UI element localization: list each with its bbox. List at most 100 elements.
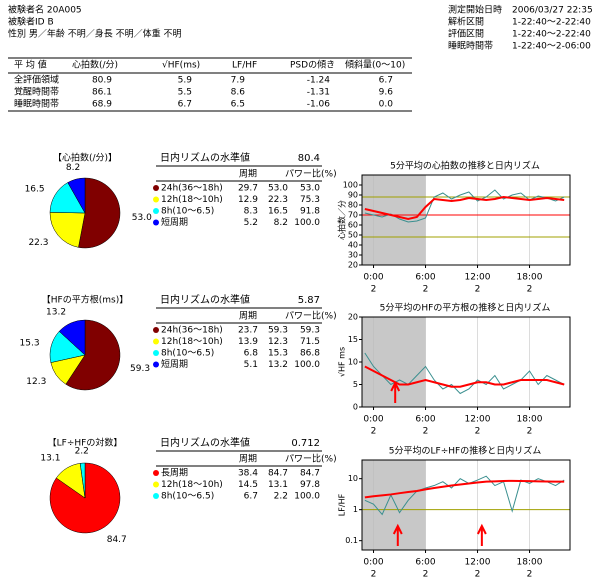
text: 24h(36～18h) (161, 184, 223, 194)
text: 心拍数(/分) (72, 59, 118, 71)
text: 0.0 (379, 100, 394, 110)
text: 15.3 (268, 349, 288, 359)
text: 6:00 (415, 558, 435, 568)
text: LF/HF (232, 61, 257, 71)
text: 50 (348, 231, 358, 240)
text: 【HFの平方根(ms)】 (42, 294, 128, 306)
text: 91.8 (300, 207, 320, 217)
text: 13.9 (238, 337, 258, 347)
text: -1.06 (307, 100, 331, 110)
text: 100.0 (294, 360, 320, 370)
text: 2 (371, 570, 377, 579)
text: 97.8 (300, 480, 320, 490)
text: 53.0 (268, 184, 288, 194)
text: 6:00 (415, 273, 435, 283)
text: 100.0 (294, 218, 320, 228)
text: 24h(36～18h) (161, 326, 223, 336)
text: 2 (475, 285, 481, 295)
text: 84.7 (107, 535, 127, 545)
text: 1-22:40～2-06:00 (512, 42, 591, 52)
text: 20 (348, 261, 358, 270)
data-line (364, 352, 565, 395)
text: 2 (475, 570, 481, 579)
bullet (153, 470, 159, 476)
sleep-shade (362, 317, 426, 407)
text: 傾斜量(0～10) (345, 59, 405, 71)
text: 5分平均のLF÷HFの推移と日内リズム (389, 445, 541, 457)
text: 13.1 (40, 453, 60, 463)
plot-frame (361, 174, 571, 266)
text: 5.87 (298, 295, 320, 306)
text: 16.5 (268, 207, 288, 217)
text: 5分平均のHFの平方根の推移と日内リズム (380, 302, 551, 314)
text: 12h(18～10h) (161, 480, 223, 490)
text: 80.4 (298, 153, 320, 164)
text: 8.3 (244, 207, 258, 217)
pie-slice (78, 177, 121, 249)
text: 84.7 (268, 469, 288, 479)
bullet (153, 219, 159, 226)
text: 解析区間 (448, 16, 484, 28)
bullet (153, 361, 159, 368)
text: 68.9 (92, 100, 112, 110)
arrow (392, 523, 403, 546)
text: 被験者ID B (8, 16, 54, 28)
text: 8h(10～6.5) (161, 207, 214, 217)
text: √HF(ms) (162, 60, 200, 71)
text: 2 (423, 427, 429, 437)
text: 16.5 (25, 184, 45, 194)
text: 5.2 (244, 218, 258, 228)
text: 23.7 (238, 326, 258, 336)
text: 12.3 (26, 377, 46, 387)
text: 2 (371, 285, 377, 295)
text: 53.0 (300, 184, 320, 194)
pie-slice (58, 319, 86, 356)
text: 評価区間 (448, 28, 484, 40)
text: 13.1 (268, 480, 288, 490)
text: 1 (353, 505, 358, 514)
text: 14.5 (238, 480, 258, 490)
text: 性別 男／年齢 不明／身長 不明／体重 不明 (8, 28, 181, 40)
text: 2.2 (274, 492, 288, 502)
text: 日内リズムの水準値 (160, 436, 250, 449)
text: 日内リズムの水準値 (160, 293, 250, 306)
text: 22.3 (268, 195, 288, 205)
text: 71.5 (300, 337, 320, 347)
text: パワー比(%) (285, 453, 337, 465)
text: 12h(18～10h) (161, 195, 223, 205)
bullet (153, 350, 159, 356)
text: 13.2 (46, 307, 66, 317)
text: 8.2 (274, 218, 288, 228)
text: 8h(10～6.5) (161, 349, 214, 359)
text: 13.2 (268, 360, 288, 370)
text: 8.2 (66, 163, 80, 173)
text: 短周期 (161, 216, 188, 228)
text: LF/HF (338, 493, 347, 516)
text: 2 (423, 570, 429, 579)
text: 睡眠時間帯 (448, 40, 493, 52)
text: 8h(10～6.5) (161, 492, 214, 502)
sleep-shade (362, 175, 426, 265)
text: 75.3 (300, 195, 320, 205)
text: 59.3 (300, 326, 320, 336)
text: 短周期 (161, 358, 188, 370)
text: 全評価領域 (14, 74, 59, 86)
text: 8.6 (231, 88, 246, 98)
text: パワー比(%) (285, 168, 337, 180)
text: 6.8 (244, 349, 259, 359)
bullet (153, 338, 159, 345)
text: 2 (371, 427, 377, 437)
text: 長周期 (161, 468, 188, 479)
text: 29.7 (238, 184, 258, 194)
text: 6:00 (415, 415, 435, 425)
text: 12:00 (465, 273, 491, 283)
text: 5分平均の心拍数の推移と日内リズム (390, 160, 540, 172)
text: -1.24 (307, 76, 331, 86)
text: 周期 (239, 169, 257, 180)
text: 60 (348, 221, 358, 230)
text: 100 (343, 181, 358, 190)
text: 2 (475, 427, 481, 437)
text: 100.0 (294, 492, 320, 502)
text: 0:00 (363, 558, 383, 568)
